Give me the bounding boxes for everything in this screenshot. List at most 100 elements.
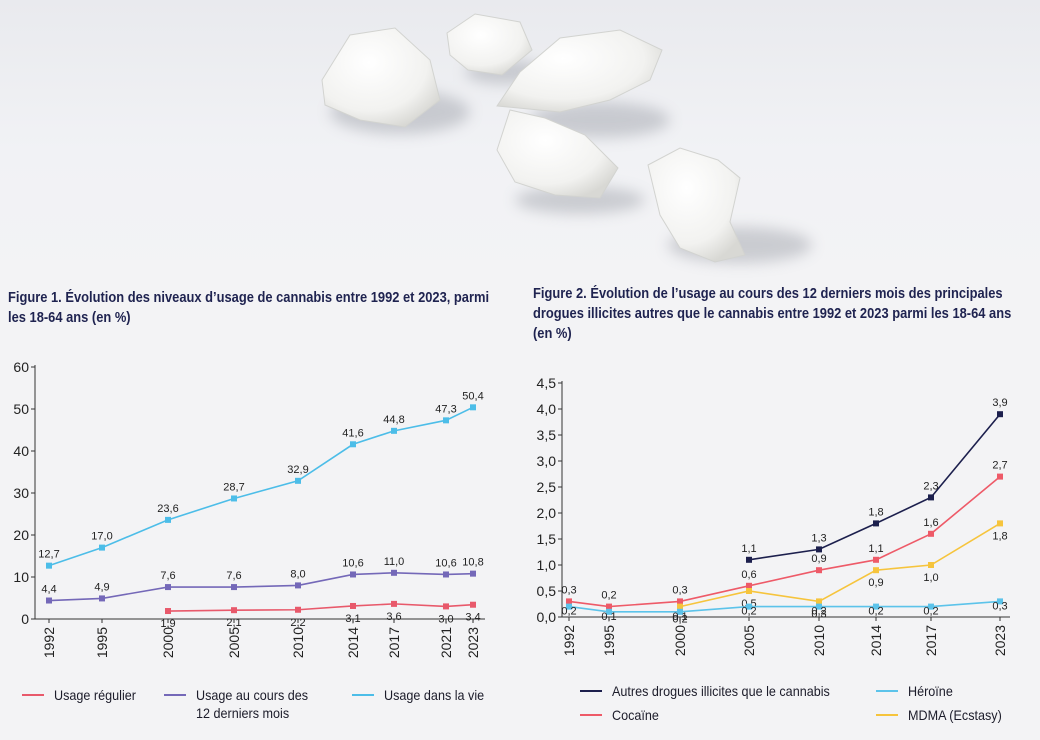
- chart1-series-2-data-label: 50,4: [462, 390, 483, 402]
- chart2-series-2-point: [677, 603, 683, 610]
- chart1-series-2-point: [99, 544, 105, 551]
- legend2-swatch-1: [876, 690, 898, 692]
- legend1-item-usage-regulier: Usage régulier: [22, 686, 145, 704]
- chart2-series-3-point: [566, 603, 572, 610]
- legend2-label-1: Héroïne: [908, 683, 953, 699]
- chart2-ytick-label: 0,5: [537, 583, 557, 599]
- chart1-series-1-data-label: 8,0: [290, 568, 305, 580]
- chart2-series-2-point: [746, 588, 752, 594]
- chart1-ytick-label: 60: [13, 359, 29, 375]
- legend1-label-1: Usage au cours des 12 derniers mois: [196, 686, 308, 722]
- chart2-series-1-data-label: 0,3: [561, 584, 576, 596]
- legend1-item-usage-12-mois: Usage au cours des 12 derniers mois: [164, 686, 321, 722]
- photo-crystals: [0, 0, 1040, 275]
- chart2-xtick-label: 1995: [601, 625, 617, 656]
- figure1-title: Figure 1. Évolution des niveaux d’usage …: [8, 289, 490, 326]
- chart1-xtick-label: 2023: [465, 627, 481, 658]
- chart1-series-0-point: [165, 608, 171, 615]
- chart2-series-1-data-label: 1,6: [923, 517, 938, 529]
- chart2-series-3-data-label: 0,3: [992, 600, 1007, 612]
- chart1-series-2-point: [46, 562, 52, 569]
- legend1-label-0: Usage régulier: [54, 687, 136, 703]
- chart1-series-0-point: [295, 606, 301, 613]
- chart1-series-0-data-label: 3,0: [438, 613, 453, 625]
- chart2-ytick-label: 0,0: [537, 609, 557, 625]
- chart2-series-3-point: [928, 603, 934, 610]
- chart1-xtick-label: 1992: [41, 627, 57, 658]
- chart1-series-0-data-label: 2,1: [226, 617, 241, 629]
- chart1-series-1-point: [391, 569, 397, 576]
- chart2-series-1-point: [566, 598, 572, 605]
- chart2-series-3-data-label: 0,2: [923, 606, 938, 618]
- chart1-series-1-data-label: 7,6: [226, 570, 241, 582]
- chart2-xtick-label: 2005: [741, 625, 757, 656]
- chart2-series-3-data-label: 0,2: [868, 606, 883, 618]
- chart1-series-2-point: [391, 427, 397, 434]
- chart2-ytick-label: 3,0: [537, 453, 557, 469]
- chart1-series-0-data-label: 3,1: [345, 613, 360, 625]
- chart2-series-2-data-label: 0,3: [811, 608, 826, 620]
- chart1-series-0-point: [231, 607, 237, 614]
- chart2-series-0-point: [816, 546, 822, 553]
- chart2-series-0-point: [873, 520, 879, 527]
- chart1-series-2-data-label: 17,0: [91, 531, 112, 543]
- chart2-series-3-data-label: 0,1: [601, 611, 616, 623]
- chart2-series-3-point: [746, 603, 752, 610]
- chart1-series-0-data-label: 3,4: [465, 612, 480, 624]
- chart1-series-1-point: [99, 595, 105, 602]
- chart2-series-3-data-label: 0,2: [811, 606, 826, 618]
- chart2-series-2-data-label: 1,8: [992, 530, 1007, 542]
- chart2-ytick-label: 3,5: [537, 427, 557, 443]
- chart2-series-1-point: [746, 582, 752, 589]
- chart2-xtick-label: 2000: [672, 625, 688, 656]
- chart1-series-0-data-label: 1,9: [160, 618, 175, 630]
- figure2-title: Figure 2. Évolution de l’usage au cours …: [533, 285, 1012, 342]
- legend1-label-1-line2: 12 derniers mois: [196, 705, 290, 721]
- chart2-xtick-label: 2010: [811, 625, 827, 656]
- chart2-series-3-point: [606, 608, 612, 615]
- chart2-series-1-point: [606, 603, 612, 610]
- chart1-series-1-point: [443, 571, 449, 578]
- legend2-swatch-0: [580, 690, 602, 692]
- chart1-xtick-label: 2017: [386, 627, 402, 658]
- chart2-series-0-point: [928, 494, 934, 501]
- chart2-series-3-point: [997, 598, 1003, 605]
- chart2-xtick-label: 2023: [992, 625, 1008, 656]
- chart1-series-2-point: [165, 516, 171, 523]
- chart1-series-2-data-label: 12,7: [38, 549, 59, 561]
- chart2-series-1-data-label: 0,9: [811, 553, 826, 565]
- chart1-series-0-point: [391, 600, 397, 607]
- chart1-series-1-data-label: 4,9: [94, 581, 109, 593]
- chart2-series-line-0: [748, 413, 1001, 561]
- chart1-series-1-data-label: 4,4: [41, 584, 56, 596]
- chart1-ytick-label: 10: [13, 569, 29, 585]
- chart1-series-1-point: [470, 570, 476, 577]
- chart1-ytick-label: 0: [21, 611, 29, 627]
- chart2-series-2-point: [928, 562, 934, 568]
- chart2-series-1-point: [816, 567, 822, 574]
- chart1-ytick-label: 50: [13, 401, 29, 417]
- chart2-ytick-label: 2,5: [537, 479, 557, 495]
- chart1-series-2-data-label: 47,3: [435, 403, 456, 415]
- chart1-series-2-data-label: 23,6: [157, 503, 178, 515]
- chart2-series-2-point: [997, 520, 1003, 527]
- chart1-series-1-data-label: 10,6: [342, 557, 363, 569]
- legend2-item-heroine: Héroïne: [876, 682, 958, 700]
- legend2-item-autres: Autres drogues illicites que le cannabis: [580, 682, 854, 700]
- chart1-series-0-data-label: 2,2: [290, 617, 305, 629]
- chart2-xtick-label: 2014: [868, 625, 884, 656]
- chart2-ytick-label: 1,0: [537, 557, 557, 573]
- chart1-ytick-label: 30: [13, 485, 29, 501]
- chart1-xtick-label: 2005: [226, 627, 242, 658]
- chart2-series-1-point: [873, 556, 879, 563]
- chart1-series-1-data-label: 7,6: [160, 570, 175, 582]
- chart2-series-3-data-label: 0,1: [672, 611, 687, 623]
- chart1-series-1-data-label: 10,8: [462, 557, 483, 569]
- chart2-ytick-label: 1,5: [537, 531, 557, 547]
- legend2-swatch-3: [876, 714, 898, 716]
- chart1-series-1-point: [231, 584, 237, 591]
- chart2-series-3-point: [873, 603, 879, 610]
- chart2-ytick-label: 2,0: [537, 505, 557, 521]
- chart2-series-line-1: [568, 475, 1001, 608]
- chart1-series-0-point: [443, 603, 449, 610]
